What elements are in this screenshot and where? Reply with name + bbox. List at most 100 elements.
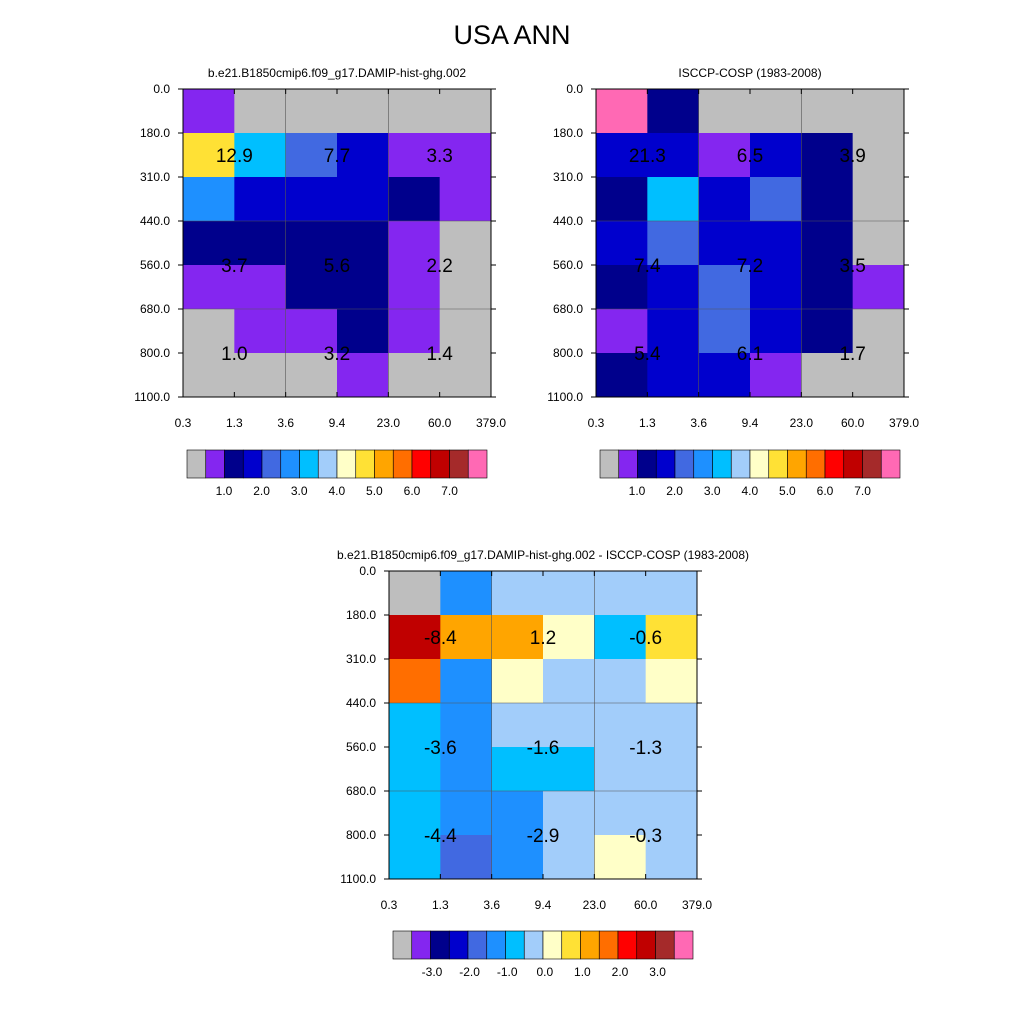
heatmap-cell — [645, 571, 698, 616]
colorbar-label: 7.0 — [441, 484, 458, 498]
cell-value-label: 7.4 — [634, 256, 661, 277]
heatmap-cell — [183, 353, 235, 398]
heatmap-cell — [183, 309, 235, 354]
heatmap-cell — [491, 835, 544, 880]
colorbar-swatch — [542, 930, 563, 960]
cell-value-label: -4.4 — [424, 826, 457, 847]
heatmap-cell — [388, 133, 441, 178]
heatmap-cell — [543, 615, 595, 660]
heatmap-cell — [388, 177, 441, 222]
heatmap-cell — [543, 659, 595, 704]
cell-value-label: 3.2 — [324, 344, 350, 365]
heatmap-cell — [491, 571, 544, 616]
heatmap-cell — [337, 265, 389, 310]
colorbar-swatch — [411, 930, 431, 960]
y-tick-label: 680.0 — [140, 302, 170, 316]
panel-title: ISCCP-COSP (1983-2008) — [678, 66, 821, 80]
heatmap-cell — [183, 89, 235, 134]
colorbar-swatch — [787, 449, 807, 479]
y-tick-label: 180.0 — [346, 608, 376, 622]
y-tick-label: 0.0 — [359, 564, 376, 578]
y-tick-label: 440.0 — [553, 214, 583, 228]
colorbar-swatch — [261, 449, 282, 479]
colorbar-label: 6.0 — [817, 484, 834, 498]
heatmap-cell — [337, 133, 389, 178]
cell-value-label: 3.9 — [839, 146, 865, 167]
x-tick-label: 60.0 — [634, 898, 658, 912]
y-tick-label: 1100.0 — [547, 390, 583, 404]
colorbar-swatch — [430, 449, 450, 479]
heatmap-cell — [183, 265, 235, 310]
colorbar-swatch — [693, 449, 713, 479]
heatmap-cell — [596, 265, 648, 310]
colorbar-label: 1.0 — [216, 484, 233, 498]
heatmap-cell — [439, 353, 492, 398]
heatmap-cell — [389, 747, 441, 792]
colorbar-swatch — [561, 930, 581, 960]
x-tick-label: 23.0 — [377, 416, 401, 430]
colorbar-swatch — [299, 449, 319, 479]
heatmap-cell — [337, 177, 389, 222]
y-tick-label: 0.0 — [153, 82, 170, 96]
colorbar-swatch — [617, 930, 638, 960]
y-tick-label: 1100.0 — [134, 390, 170, 404]
heatmap-cell — [440, 835, 493, 880]
cell-value-label: 1.7 — [839, 344, 865, 365]
colorbar-label: 4.0 — [741, 484, 758, 498]
heatmap-cell — [389, 615, 441, 660]
y-tick-label: 560.0 — [346, 740, 376, 754]
heatmap-cell — [698, 133, 751, 178]
cell-value-label: 6.5 — [737, 146, 763, 167]
heatmap-cell — [440, 571, 493, 616]
colorbar-label: 7.0 — [854, 484, 871, 498]
cell-value-label: 3.7 — [221, 256, 247, 277]
heatmap-cell — [801, 353, 854, 398]
colorbar-swatch — [336, 449, 357, 479]
cell-value-label: 1.0 — [221, 344, 247, 365]
heatmap-cell — [491, 791, 544, 836]
x-tick-label: 3.6 — [483, 898, 500, 912]
heatmap-cell — [183, 177, 235, 222]
colorbar-swatch — [280, 449, 300, 479]
cell-value-label: -3.6 — [424, 738, 457, 759]
colorbar-swatch — [467, 930, 488, 960]
heatmap-cell — [440, 615, 493, 660]
page-title: USA ANN — [453, 20, 571, 50]
heatmap-cell — [440, 747, 493, 792]
y-tick-label: 0.0 — [566, 82, 583, 96]
heatmap-cell — [388, 89, 441, 134]
y-tick-label: 800.0 — [140, 346, 170, 360]
heatmap-cell — [801, 309, 854, 354]
heatmap-panel: b.e21.B1850cmip6.f09_g17.DAMIP-hist-ghg.… — [337, 548, 749, 979]
heatmap-cell — [852, 133, 905, 178]
heatmap-cell — [698, 353, 751, 398]
colorbar-label: 2.0 — [612, 965, 629, 979]
heatmap-cell — [285, 133, 338, 178]
heatmap-cell — [645, 703, 698, 748]
heatmap-cell — [491, 747, 544, 792]
colorbar-swatch — [430, 930, 450, 960]
colorbar-swatch — [374, 449, 394, 479]
x-tick-label: 0.3 — [175, 416, 192, 430]
cell-value-label: -0.3 — [629, 826, 662, 847]
colorbar-label: 2.0 — [666, 484, 683, 498]
heatmap-cell — [801, 265, 854, 310]
heatmap-cell — [439, 89, 492, 134]
heatmap-cell — [647, 353, 700, 398]
heatmap-cell — [234, 353, 287, 398]
colorbar-label: 3.0 — [704, 484, 721, 498]
colorbar-label: 6.0 — [404, 484, 421, 498]
x-tick-label: 379.0 — [889, 416, 919, 430]
colorbar-swatch — [505, 930, 525, 960]
colorbar-swatch — [186, 449, 207, 479]
colorbar-label: -3.0 — [422, 965, 443, 979]
cell-value-label: 5.6 — [324, 256, 350, 277]
y-tick-label: 1100.0 — [340, 872, 376, 886]
heatmap-cell — [801, 221, 854, 266]
heatmap-cell — [234, 221, 287, 266]
x-tick-label: 0.3 — [381, 898, 398, 912]
heatmap-cell — [491, 703, 544, 748]
colorbar-swatch — [411, 449, 432, 479]
colorbar-swatch — [486, 930, 506, 960]
